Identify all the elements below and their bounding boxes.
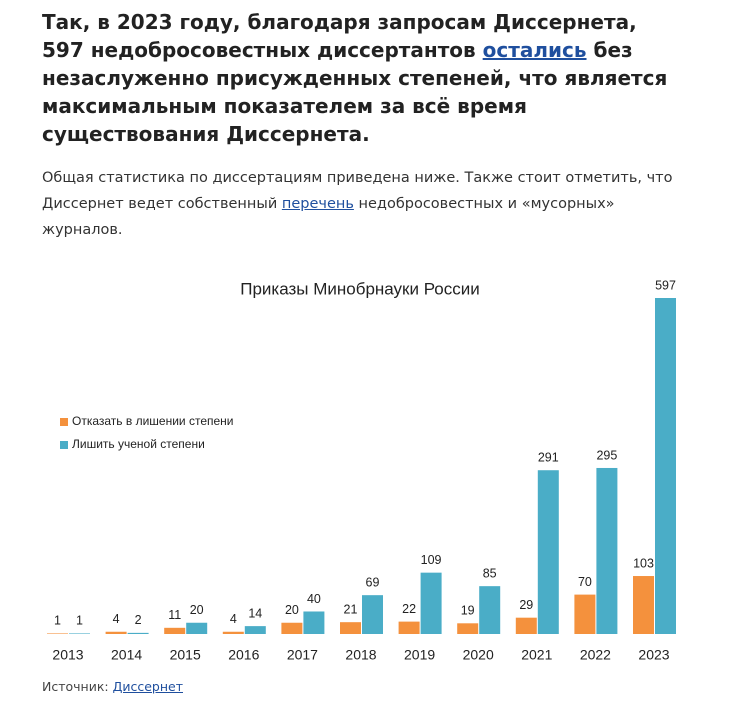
data-label: 4 (113, 612, 120, 626)
chart: Приказы Минобрнауки России Отказать в ли… (47, 278, 676, 663)
x-tick-label: 2017 (287, 647, 318, 663)
bar (362, 595, 383, 634)
data-label: 597 (655, 278, 676, 292)
bar (281, 622, 303, 634)
bar (164, 627, 186, 634)
bar (244, 626, 266, 634)
data-label: 14 (248, 606, 262, 620)
paragraph-text: недобросовестных и «мусорных» журналов. (42, 196, 615, 238)
source-link[interactable]: Диссернет (112, 679, 183, 694)
data-label: 22 (402, 602, 416, 616)
legend-label: Отказать в лишении степени (72, 414, 234, 428)
source-label: Источник: (42, 679, 109, 694)
bar (515, 617, 537, 634)
bar (596, 467, 618, 634)
legend-swatch (60, 418, 68, 426)
data-label: 29 (519, 598, 533, 612)
bar (574, 594, 596, 634)
data-label: 4 (230, 612, 237, 626)
data-label: 69 (366, 575, 380, 589)
x-tick-label: 2013 (52, 647, 83, 663)
bar (398, 621, 420, 634)
data-label: 21 (344, 602, 358, 616)
x-tick-label: 2021 (521, 647, 552, 663)
data-label: 20 (285, 603, 299, 617)
data-label: 20 (190, 603, 204, 617)
heading-text: Так, в 2023 году, благодаря запросам Дис… (42, 10, 637, 62)
x-tick-label: 2018 (345, 647, 376, 663)
bar (479, 586, 501, 634)
data-label: 103 (633, 556, 654, 570)
x-tick-label: 2020 (463, 647, 494, 663)
bar (537, 470, 559, 634)
x-tick-label: 2016 (228, 647, 259, 663)
data-label: 109 (421, 553, 442, 567)
paragraph: Общая статистика по диссертациям приведе… (42, 165, 692, 243)
data-label: 2 (135, 613, 142, 627)
data-label: 70 (578, 575, 592, 589)
data-label: 1 (54, 614, 61, 628)
x-tick-label: 2014 (111, 647, 142, 663)
x-tick-label: 2022 (580, 647, 611, 663)
bar (69, 633, 90, 634)
bar (47, 633, 68, 634)
data-label: 291 (538, 451, 559, 465)
bar (340, 622, 361, 634)
bar (420, 572, 442, 634)
bar (222, 631, 244, 634)
bar (186, 622, 208, 634)
data-label: 85 (483, 566, 497, 580)
legend-label: Лишить ученой степени (72, 437, 205, 451)
heading-text: без незаслуженно присужденных степеней, … (42, 38, 668, 146)
paragraph-text: Общая статистика по диссертациям приведе… (42, 170, 673, 212)
x-tick-label: 2019 (404, 647, 435, 663)
x-tick-label: 2015 (170, 647, 201, 663)
data-label: 40 (307, 592, 321, 606)
source: Источник: Диссернет (42, 679, 183, 694)
chart-title: Приказы Минобрнауки России (240, 279, 480, 298)
paragraph-link[interactable]: перечень (281, 196, 354, 212)
data-label: 1 (76, 614, 83, 628)
bar (457, 623, 479, 634)
bar (105, 631, 127, 634)
bar (655, 298, 676, 634)
data-label: 11 (168, 608, 181, 622)
bar (303, 611, 325, 634)
bar (633, 576, 654, 634)
legend-swatch (60, 441, 68, 449)
x-tick-label: 2023 (638, 647, 669, 663)
data-label: 295 (596, 448, 617, 462)
heading-link[interactable]: остались (482, 38, 587, 62)
bar (127, 632, 149, 634)
data-label: 19 (461, 604, 475, 618)
heading: Так, в 2023 году, благодаря запросам Дис… (42, 8, 682, 148)
